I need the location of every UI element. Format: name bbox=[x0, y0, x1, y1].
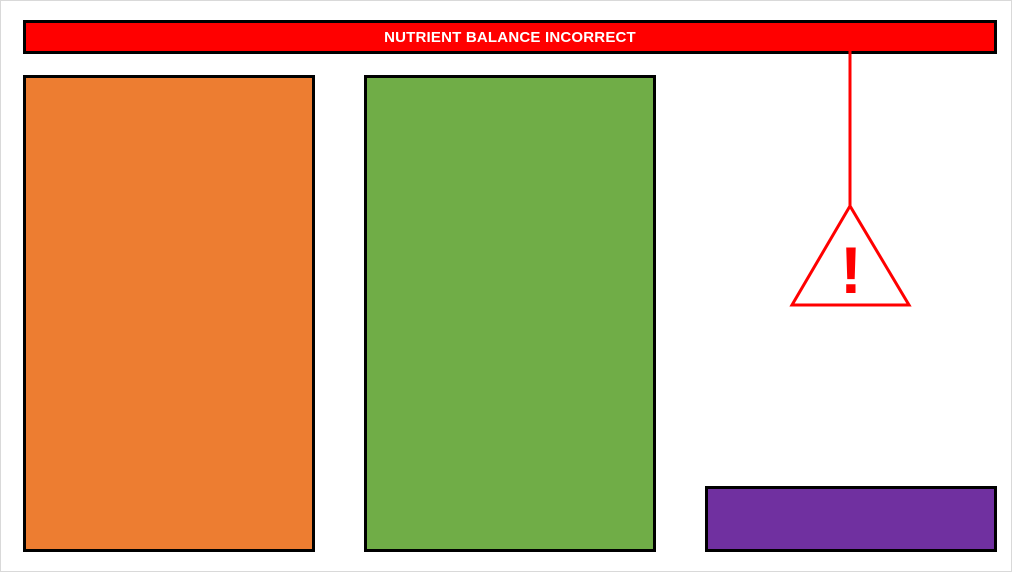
green-block bbox=[364, 75, 656, 552]
purple-block bbox=[705, 486, 997, 552]
warning-glyph: ! bbox=[840, 233, 862, 307]
banner-text: NUTRIENT BALANCE INCORRECT bbox=[384, 28, 636, 46]
nutrient-balance-banner: NUTRIENT BALANCE INCORRECT bbox=[23, 20, 997, 54]
orange-block bbox=[23, 75, 315, 552]
warning-triangle-icon: ! bbox=[789, 203, 912, 307]
